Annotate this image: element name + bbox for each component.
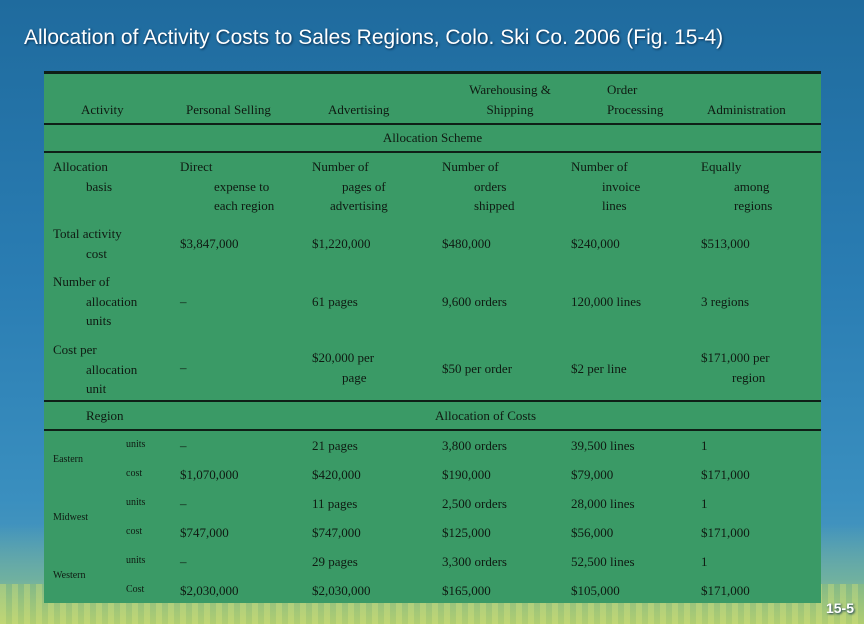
units-op: 120,000 lines — [571, 294, 642, 309]
basis-adm-1: Equally — [701, 159, 742, 174]
western-units-adv: 29 pages — [312, 554, 358, 569]
basis-wh-2: orders — [474, 179, 507, 194]
basis-wh-3: shipped — [474, 198, 515, 213]
allocation-scheme-label: Allocation Scheme — [382, 130, 483, 145]
header-order-line1: Order — [607, 82, 638, 97]
western-cost-adv: $2,030,000 — [312, 583, 371, 598]
divider — [44, 151, 821, 153]
cost-per-label-2: allocation — [86, 362, 138, 377]
basis-ps-1: Direct — [180, 159, 213, 174]
total-cost-adm: $513,000 — [701, 236, 750, 251]
total-cost-ps: $3,847,000 — [180, 236, 239, 251]
cost-per-label-3: unit — [86, 381, 107, 396]
cost-per-label-1: Cost per — [53, 342, 97, 357]
cost-per-adv-2: page — [342, 370, 367, 385]
header-advertising: Advertising — [328, 102, 390, 117]
western-units-op: 52,500 lines — [571, 554, 635, 569]
western-units-adm: 1 — [701, 554, 708, 569]
basis-op-2: invoice — [602, 179, 641, 194]
units-label-1: Number of — [53, 274, 110, 289]
cost-per-adv-1: $20,000 per — [312, 350, 375, 365]
divider — [44, 123, 821, 125]
region-name-eastern: Eastern — [53, 454, 83, 465]
basis-ps-2: expense to — [214, 179, 270, 194]
western-units-label: units — [126, 555, 146, 566]
eastern-units-ps: – — [180, 438, 187, 453]
midwest-cost-wh: $125,000 — [442, 525, 491, 540]
cost-per-wh: $50 per order — [442, 361, 513, 376]
units-ps: – — [180, 294, 187, 309]
midwest-units-wh: 2,500 orders — [442, 496, 507, 511]
cost-per-op: $2 per line — [571, 361, 627, 376]
header-personal-selling: Personal Selling — [186, 102, 271, 117]
allocation-costs-label: Allocation of Costs — [435, 408, 537, 423]
eastern-cost-wh: $190,000 — [442, 467, 491, 482]
allocation-table: Activity Personal Selling Advertising Wa… — [44, 71, 821, 603]
page-number: 15-5 — [825, 600, 854, 616]
cost-per-adm-2: region — [732, 370, 766, 385]
midwest-units-ps: – — [180, 496, 187, 511]
eastern-cost-adm: $171,000 — [701, 467, 750, 482]
total-cost-wh: $480,000 — [442, 236, 491, 251]
header-activity: Activity — [81, 102, 124, 117]
total-cost-op: $240,000 — [571, 236, 620, 251]
eastern-cost-adv: $420,000 — [312, 467, 361, 482]
midwest-cost-label: cost — [126, 526, 143, 537]
divider — [44, 429, 821, 431]
basis-op-1: Number of — [571, 159, 628, 174]
header-warehousing-line1: Warehousing & — [469, 82, 551, 97]
header-order-line2: Processing — [607, 102, 664, 117]
eastern-units-op: 39,500 lines — [571, 438, 635, 453]
midwest-units-adm: 1 — [701, 496, 708, 511]
eastern-units-label: units — [126, 439, 146, 450]
western-units-wh: 3,300 orders — [442, 554, 507, 569]
basis-adv-1: Number of — [312, 159, 369, 174]
eastern-cost-op: $79,000 — [571, 467, 614, 482]
eastern-units-wh: 3,800 orders — [442, 438, 507, 453]
units-label-2: allocation — [86, 294, 138, 309]
divider — [44, 400, 821, 402]
slide-title: Allocation of Activity Costs to Sales Re… — [24, 26, 724, 49]
basis-op-3: lines — [602, 198, 627, 213]
basis-adm-3: regions — [734, 198, 773, 213]
western-cost-op: $105,000 — [571, 583, 620, 598]
midwest-cost-adm: $171,000 — [701, 525, 750, 540]
basis-ps-3: each region — [214, 198, 275, 213]
units-adv: 61 pages — [312, 294, 358, 309]
header-administration: Administration — [707, 102, 786, 117]
region-name-midwest: Midwest — [53, 512, 88, 523]
basis-wh-1: Number of — [442, 159, 499, 174]
basis-adv-3: advertising — [330, 198, 388, 213]
midwest-cost-ps: $747,000 — [180, 525, 229, 540]
eastern-cost-label: cost — [126, 468, 143, 479]
western-cost-label: Cost — [126, 584, 145, 595]
header-warehousing-line2: Shipping — [486, 102, 534, 117]
total-cost-label-2: cost — [86, 246, 107, 261]
midwest-units-label: units — [126, 497, 146, 508]
basis-adv-2: pages of — [342, 179, 386, 194]
basis-adm-2: among — [734, 179, 770, 194]
western-units-ps: – — [180, 554, 187, 569]
cost-per-ps: – — [180, 360, 187, 375]
eastern-units-adm: 1 — [701, 438, 708, 453]
western-cost-adm: $171,000 — [701, 583, 750, 598]
midwest-units-adv: 11 pages — [312, 496, 358, 511]
units-label-3: units — [86, 313, 112, 328]
total-cost-label-1: Total activity — [53, 226, 122, 241]
eastern-units-adv: 21 pages — [312, 438, 358, 453]
units-adm: 3 regions — [701, 294, 750, 309]
western-cost-wh: $165,000 — [442, 583, 491, 598]
total-cost-adv: $1,220,000 — [312, 236, 371, 251]
eastern-cost-ps: $1,070,000 — [180, 467, 239, 482]
midwest-cost-op: $56,000 — [571, 525, 614, 540]
midwest-units-op: 28,000 lines — [571, 496, 635, 511]
cost-per-adm-1: $171,000 per — [701, 350, 770, 365]
western-cost-ps: $2,030,000 — [180, 583, 239, 598]
midwest-cost-adv: $747,000 — [312, 525, 361, 540]
region-name-western: Western — [53, 570, 86, 581]
basis-label-2: basis — [86, 179, 112, 194]
units-wh: 9,600 orders — [442, 294, 507, 309]
region-label: Region — [86, 408, 124, 423]
basis-label-1: Allocation — [53, 159, 108, 174]
